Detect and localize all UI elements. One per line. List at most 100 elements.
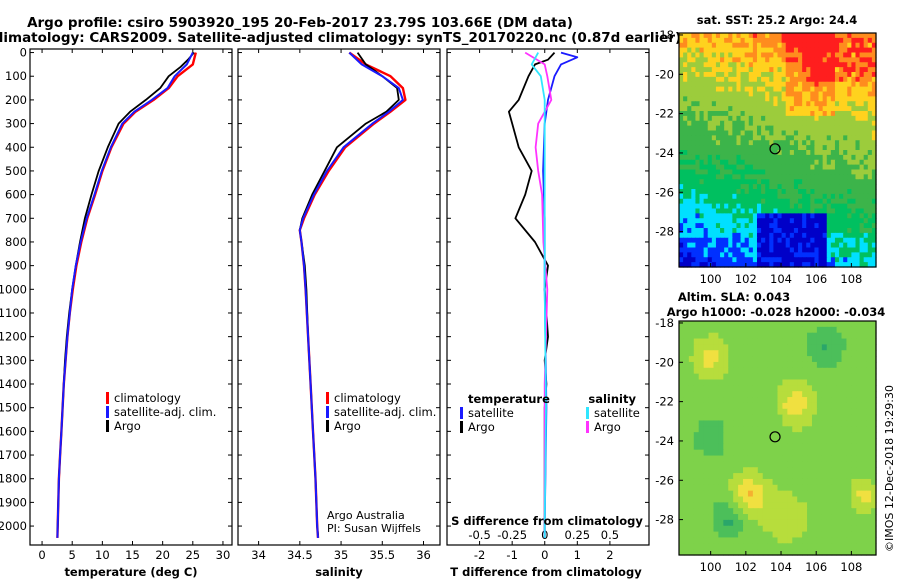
map-cell <box>793 257 799 263</box>
map-cell <box>847 198 852 205</box>
map-cell <box>713 361 719 369</box>
map-cell <box>802 111 807 117</box>
map-cell <box>711 125 717 132</box>
map-cell <box>802 484 808 492</box>
map-cell <box>756 140 762 146</box>
map-cell <box>688 367 695 375</box>
map-cell <box>807 508 813 515</box>
map-cell <box>713 519 719 527</box>
map-cell <box>772 397 779 404</box>
map-cell <box>831 420 838 427</box>
map-cell <box>826 426 833 433</box>
map-cell <box>752 57 758 63</box>
map-cell <box>785 62 791 68</box>
map-cell <box>723 414 729 422</box>
map-cell <box>773 193 779 200</box>
map-cell <box>683 52 688 58</box>
map-cell <box>762 438 769 445</box>
map-cell <box>765 154 770 161</box>
map-cell <box>811 508 818 515</box>
map-cell <box>798 91 803 97</box>
map-cell <box>748 62 754 68</box>
map-cell <box>818 198 824 205</box>
map-cell <box>708 338 715 345</box>
map-cell <box>814 232 820 239</box>
map-cell <box>724 67 729 73</box>
map-cell <box>699 179 705 185</box>
map-cell <box>834 257 840 263</box>
map-cell <box>679 33 684 39</box>
t-difference-xlabel: T difference from climatology <box>450 565 642 579</box>
map-cell <box>761 67 766 73</box>
map-cell <box>765 52 770 58</box>
map-cell <box>816 326 823 334</box>
map-cell <box>841 490 848 498</box>
map-cell <box>807 373 813 381</box>
map-cell <box>806 184 811 190</box>
map-cell <box>747 537 754 544</box>
map-cell <box>691 91 697 97</box>
map-cell <box>867 135 873 141</box>
map-cell <box>718 514 724 521</box>
map-cell <box>867 247 873 253</box>
map-cell <box>752 449 759 457</box>
map-cell <box>855 242 861 249</box>
map-cell <box>806 145 811 151</box>
map-cell <box>802 478 808 486</box>
map-cell <box>691 208 697 214</box>
map-cell <box>802 62 807 68</box>
map-cell <box>724 140 729 146</box>
map-cell <box>787 414 793 422</box>
map-cell <box>688 379 695 386</box>
map-cell <box>747 467 754 474</box>
map-cell <box>781 232 787 239</box>
map-cell <box>859 237 865 244</box>
map-cell <box>683 33 688 39</box>
map-cell <box>856 373 862 381</box>
map-cell <box>761 150 766 156</box>
map-cell <box>785 76 791 83</box>
map-cell <box>843 33 848 39</box>
map-cell <box>836 514 843 521</box>
map-cell <box>693 549 700 556</box>
map-cell <box>765 115 770 122</box>
map-cell <box>679 321 685 328</box>
map-cell <box>841 478 848 486</box>
map-cell <box>777 252 783 258</box>
map-cell <box>863 145 869 151</box>
map-cell <box>798 223 803 229</box>
map-cell <box>816 449 823 457</box>
map-cell <box>723 367 729 375</box>
map-cell <box>822 57 828 63</box>
map-cell <box>871 350 877 357</box>
map-cell <box>818 164 824 171</box>
map-cell <box>699 62 705 68</box>
lat-tick-label: -20 <box>655 355 674 369</box>
map-cell <box>772 478 779 486</box>
map-cell <box>756 57 762 63</box>
map-cell <box>826 443 833 451</box>
map-cell <box>711 106 717 112</box>
map-cell <box>679 467 685 474</box>
map-cell <box>851 47 857 54</box>
map-cell <box>720 52 725 58</box>
map-cell <box>785 218 791 224</box>
map-cell <box>743 402 749 410</box>
map-cell <box>851 232 857 239</box>
map-cell <box>720 106 725 112</box>
map-cell <box>856 326 862 334</box>
map-cell <box>781 252 787 258</box>
map-cell <box>843 223 848 229</box>
map-cell <box>836 519 843 527</box>
map-cell <box>756 169 762 175</box>
map-cell <box>847 37 852 44</box>
map-cell <box>781 67 787 73</box>
map-cell <box>871 223 877 229</box>
map-cell <box>733 438 739 445</box>
map-cell <box>762 361 769 369</box>
map-cell <box>761 52 766 58</box>
map-cell <box>752 150 758 156</box>
map-cell <box>777 332 784 340</box>
map-cell <box>713 537 719 544</box>
map-cell <box>720 150 725 156</box>
